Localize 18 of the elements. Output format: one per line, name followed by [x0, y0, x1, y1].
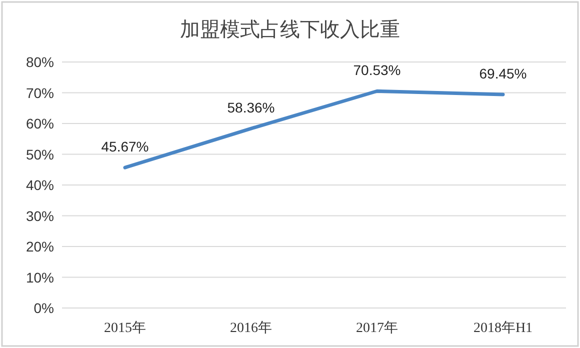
y-tick-label: 20% [26, 238, 54, 254]
data-label: 58.36% [227, 100, 275, 116]
y-tick-label: 40% [26, 177, 54, 193]
data-label: 45.67% [101, 138, 149, 155]
x-tick-label: 2015年 [104, 320, 146, 336]
y-tick-label: 70% [26, 84, 54, 101]
chart-title: 加盟模式占线下收入比重 [180, 19, 400, 41]
y-tick-label: 0% [34, 300, 54, 316]
data-label: 70.53% [353, 62, 401, 78]
y-tick-label: 30% [26, 208, 54, 224]
x-tick-label: 2016年 [230, 320, 272, 336]
x-tick-label: 2017年 [356, 320, 398, 336]
y-tick-label: 50% [26, 146, 54, 162]
x-tick-label: 2018年H1 [473, 320, 533, 336]
y-tick-label: 80% [26, 54, 54, 70]
data-label: 69.45% [479, 65, 527, 82]
y-tick-label: 60% [26, 116, 54, 132]
y-tick-label: 10% [26, 269, 54, 286]
